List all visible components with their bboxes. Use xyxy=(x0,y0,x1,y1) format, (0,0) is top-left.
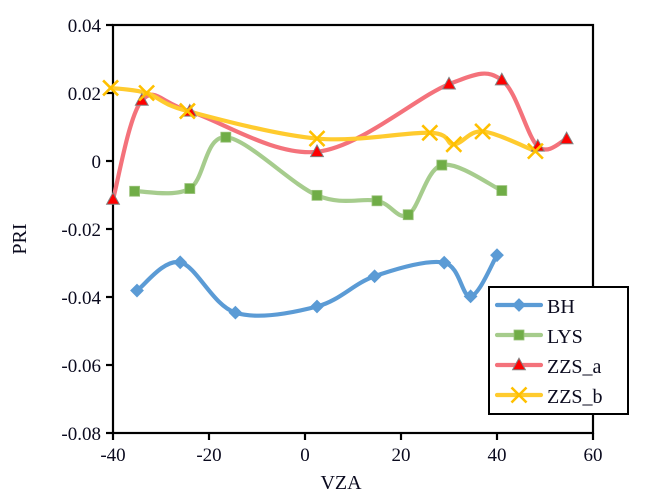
ZZS_b-marker-x xyxy=(526,142,544,160)
y-tick-label: -0.08 xyxy=(61,424,101,445)
series-markers-bh xyxy=(130,248,504,320)
legend-label-LYS: LYS xyxy=(547,326,583,348)
BH-marker-diamond xyxy=(130,283,144,298)
ZZS_b-marker-x xyxy=(308,130,326,147)
legend-BH-marker-diamond xyxy=(512,298,526,312)
series-markers-lys xyxy=(129,131,508,221)
ZZS_a-marker-triangle xyxy=(105,191,121,205)
x-tick-label: 0 xyxy=(300,445,310,466)
series-bh xyxy=(134,253,500,318)
legend-ZZS_b-marker-x xyxy=(510,386,528,404)
ZZS_a-marker-triangle xyxy=(441,76,457,90)
BH-marker-diamond xyxy=(310,299,324,314)
ZZS_b-marker-x xyxy=(138,84,156,102)
series-line-BH xyxy=(134,253,500,318)
BH-marker-diamond xyxy=(367,269,382,284)
BH-marker-diamond xyxy=(228,305,243,320)
LYS-marker-square xyxy=(402,209,414,221)
BH-marker-diamond xyxy=(437,255,452,270)
ZZS_a-marker-triangle xyxy=(494,72,510,86)
LYS-marker-square xyxy=(436,159,448,171)
legend-LYS-marker-square xyxy=(513,329,525,341)
axis-titles: VZA PRI xyxy=(9,223,362,489)
LYS-marker-square xyxy=(496,185,508,196)
legend-label-BH: BH xyxy=(547,296,575,318)
legend-label-ZZS_a: ZZS_a xyxy=(547,356,602,378)
ZZS_b-marker-x xyxy=(445,135,463,153)
legend-box xyxy=(488,286,629,415)
x-tick-label: -20 xyxy=(196,445,221,466)
x-tick-label: 60 xyxy=(584,445,603,466)
LYS-marker-square xyxy=(184,183,196,194)
legend-ZZS_a-marker-triangle xyxy=(511,357,527,371)
BH-marker-diamond xyxy=(463,289,478,304)
x-tick-label: -40 xyxy=(100,445,125,466)
y-tick-label: -0.06 xyxy=(61,356,101,377)
x-axis-title: VZA xyxy=(320,472,362,489)
series-line-ZZS_b xyxy=(108,85,538,154)
ZZS_a-marker-triangle xyxy=(309,143,325,158)
BH-marker-diamond xyxy=(173,255,188,270)
axis-ticks xyxy=(106,23,595,440)
y-tick-label: 0 xyxy=(92,152,102,173)
legend: BH LYS ZZS_a ZZS_b xyxy=(488,286,629,415)
ZZS_b-marker-x xyxy=(102,79,120,97)
ZZS_a-marker-triangle xyxy=(559,131,574,145)
x-tick-label: 40 xyxy=(488,445,507,466)
x-tick-label: 20 xyxy=(392,445,411,466)
LYS-marker-square xyxy=(371,195,383,207)
legend-label-ZZS_b: ZZS_b xyxy=(547,386,603,408)
LYS-marker-square xyxy=(129,185,141,197)
y-tick-label: -0.02 xyxy=(61,220,101,241)
BH-marker-diamond xyxy=(490,248,504,263)
y-axis-title: PRI xyxy=(9,223,31,254)
ZZS_b-marker-x xyxy=(474,123,492,140)
LYS-marker-square xyxy=(220,131,232,143)
ZZS_b-marker-x xyxy=(178,102,196,120)
y-tick-label: -0.04 xyxy=(61,288,101,309)
series-markers-zzs-b xyxy=(102,79,544,160)
axis-tick-labels: -40 -20 0 20 40 60 0.04 0.02 0 -0.02 -0.04 -0.06 -0.… xyxy=(61,16,602,466)
series-zzs-b xyxy=(108,85,538,154)
y-tick-label: 0.02 xyxy=(68,84,101,105)
ZZS_b-marker-x xyxy=(421,124,439,142)
LYS-marker-square xyxy=(311,189,323,201)
y-tick-label: 0.04 xyxy=(68,16,102,37)
